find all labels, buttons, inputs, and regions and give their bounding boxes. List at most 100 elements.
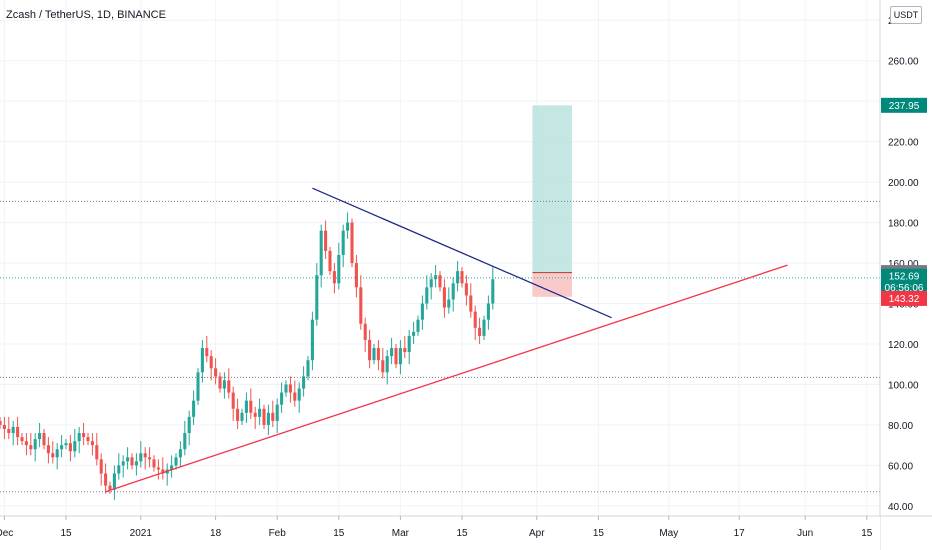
candle-body xyxy=(293,392,297,401)
candle-body xyxy=(24,441,28,446)
candle-body xyxy=(328,250,332,272)
candle-body xyxy=(205,348,209,357)
candle-body xyxy=(148,457,152,460)
x-tick-label: Apr xyxy=(529,528,545,539)
candle-body xyxy=(464,283,468,296)
candle-body xyxy=(407,335,411,353)
candle-body xyxy=(161,469,165,474)
candle-body xyxy=(249,400,253,413)
candle-body xyxy=(95,445,99,460)
y-tick-label: 180.00 xyxy=(888,219,919,230)
candle-body xyxy=(60,445,64,450)
candle-body xyxy=(143,453,147,458)
candle-body xyxy=(491,279,495,304)
candle-body xyxy=(178,449,182,458)
candle-body xyxy=(240,412,244,421)
target-zone xyxy=(532,105,572,273)
candle-body xyxy=(359,287,363,324)
candle-body xyxy=(227,380,231,393)
candle-body xyxy=(412,331,416,336)
candle-body xyxy=(152,459,156,468)
x-tick-label: 17 xyxy=(734,528,746,539)
candle-body xyxy=(86,437,90,442)
candle-body xyxy=(218,376,222,389)
candle-body xyxy=(266,412,270,425)
x-tick-label: 15 xyxy=(333,528,345,539)
candle-body xyxy=(64,443,68,446)
candle-body xyxy=(416,319,420,332)
candle-body xyxy=(196,372,200,401)
candle-body xyxy=(77,433,81,442)
upper-trendline xyxy=(312,187,612,319)
candle-body xyxy=(156,467,160,470)
candle-body xyxy=(332,271,336,284)
candle-body xyxy=(420,303,424,320)
candle-body xyxy=(302,376,306,389)
candle-body xyxy=(112,473,116,490)
candle-body xyxy=(372,348,376,361)
candle-body xyxy=(438,275,442,288)
candle-body xyxy=(90,441,94,446)
candle-body xyxy=(192,400,196,417)
candle-body xyxy=(376,348,380,361)
y-tick-label: 60.00 xyxy=(888,461,913,472)
candle-body xyxy=(16,426,20,438)
candle-body xyxy=(46,445,50,454)
candle-body xyxy=(200,348,204,373)
candle-body xyxy=(280,392,284,405)
y-tick-label: 200.00 xyxy=(888,178,919,189)
candle-body xyxy=(350,222,354,264)
candle-body xyxy=(315,275,319,320)
candle-body xyxy=(456,271,460,284)
y-tick-label: 40.00 xyxy=(888,502,913,513)
candle-body xyxy=(55,449,59,458)
candle-body xyxy=(385,356,389,373)
target-price-tag xyxy=(881,97,927,113)
candle-body xyxy=(310,319,314,361)
x-tick-label: 15 xyxy=(60,528,72,539)
current-price-tag-countdown: 06:56:06 xyxy=(885,283,924,294)
x-tick-label: Feb xyxy=(269,528,287,539)
x-tick-label: Jun xyxy=(797,528,813,539)
currency-button[interactable]: USDT xyxy=(890,6,922,24)
candle-body xyxy=(209,356,213,369)
candle-body xyxy=(284,384,288,393)
candle-body xyxy=(139,453,143,462)
candle-body xyxy=(478,327,482,336)
candle-body xyxy=(11,426,15,434)
target-price-tag-text: 237.95 xyxy=(889,101,920,112)
candle-body xyxy=(244,400,248,413)
candle-body xyxy=(262,408,266,425)
y-tick-label: 120.00 xyxy=(888,340,919,351)
candle-body xyxy=(306,360,310,377)
candle-body xyxy=(117,465,121,474)
candle-body xyxy=(337,254,341,284)
candle-body xyxy=(473,311,477,328)
symbol-title: Zcash / TetherUS, 1D, BINANCE xyxy=(6,9,166,21)
candle-body xyxy=(222,380,226,389)
x-tick-label: 2021 xyxy=(130,528,153,539)
candle-body xyxy=(319,230,323,276)
candle-body xyxy=(288,384,292,393)
candle-body xyxy=(108,485,112,490)
y-tick-label: 220.00 xyxy=(888,138,919,149)
candle-body xyxy=(451,283,455,300)
candle-body xyxy=(7,428,11,434)
x-tick-label: May xyxy=(659,528,678,539)
x-tick-label: Dec xyxy=(0,528,13,539)
time-scale xyxy=(0,516,880,550)
candle-body xyxy=(2,424,6,429)
y-tick-label: 80.00 xyxy=(888,421,913,432)
candle-body xyxy=(482,319,486,336)
candle-body xyxy=(368,339,372,361)
candle-body xyxy=(324,230,328,251)
candle-body xyxy=(130,457,134,466)
candle-body xyxy=(447,299,451,308)
candle-body xyxy=(346,222,350,231)
y-tick-label: 100.00 xyxy=(888,380,919,391)
candle-body xyxy=(42,433,46,446)
y-tick-label: 260.00 xyxy=(888,57,919,68)
candle-body xyxy=(275,404,279,421)
candle-body xyxy=(82,433,86,438)
